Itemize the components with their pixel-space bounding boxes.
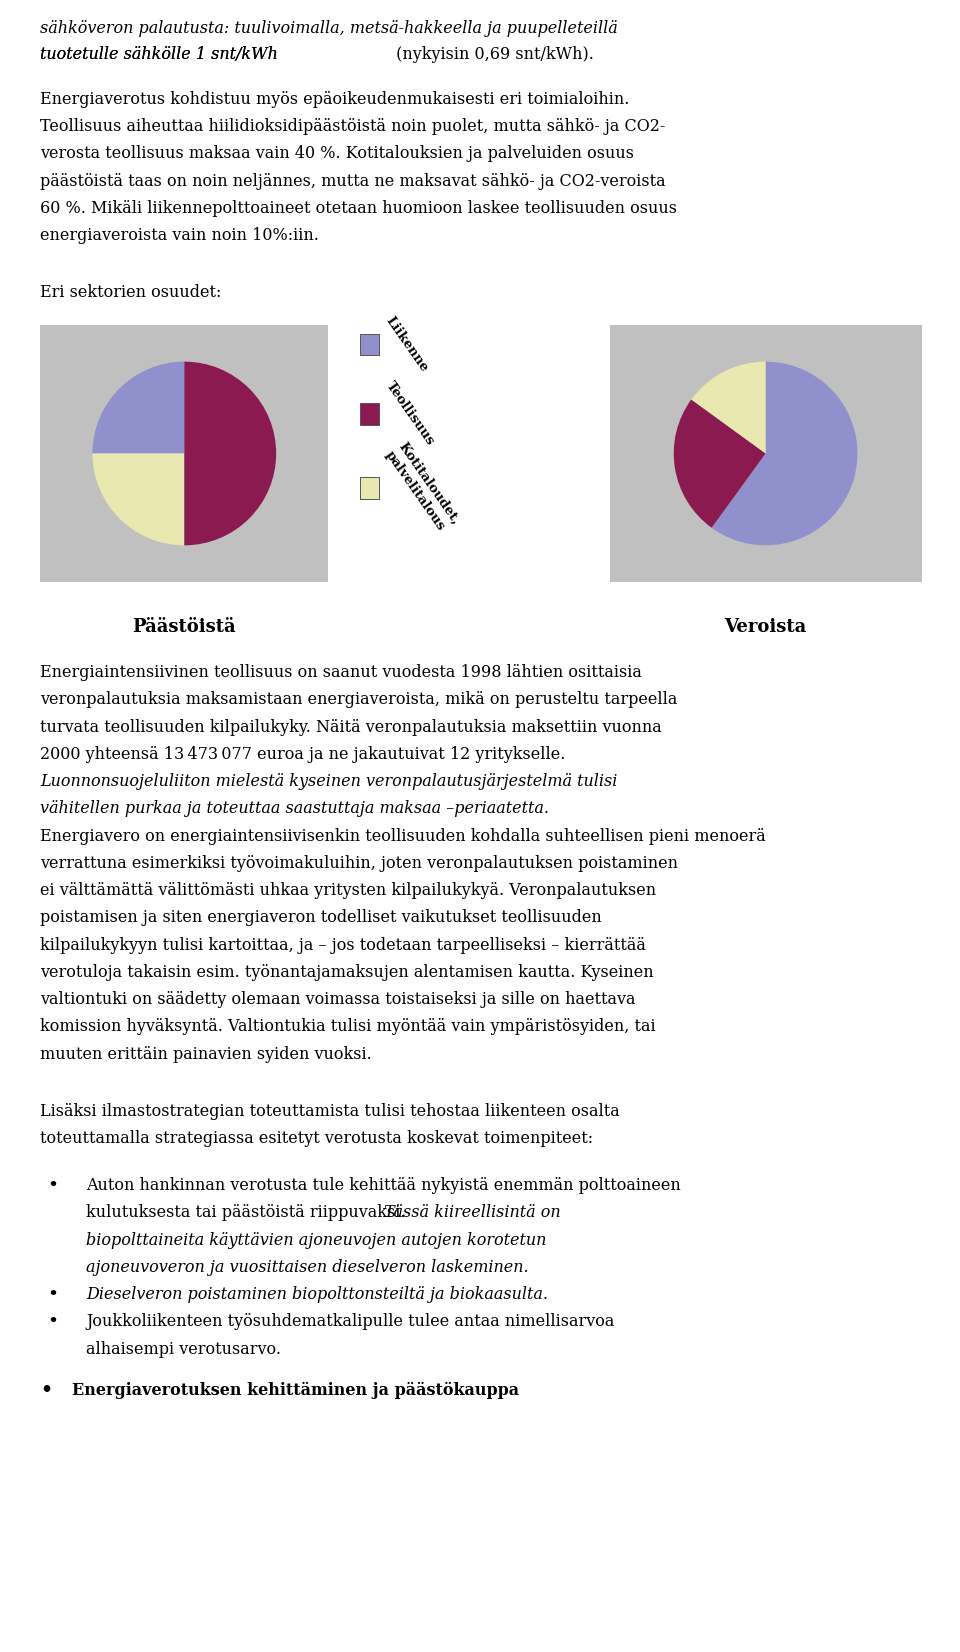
Text: Energiaverotus kohdistuu myös epäoikeudenmukaisesti eri toimialoihin.: Energiaverotus kohdistuu myös epäoikeude… [40,91,630,107]
Text: Lisäksi ilmastostrategian toteuttamista tulisi tehostaa liikenteen osalta: Lisäksi ilmastostrategian toteuttamista … [40,1104,620,1120]
Text: verosta teollisuus maksaa vain 40 %. Kotitalouksien ja palveluiden osuus: verosta teollisuus maksaa vain 40 %. Kot… [40,145,635,162]
Text: tuotetulle sähkölle 1 snt/kWh: tuotetulle sähkölle 1 snt/kWh [40,46,278,63]
Text: •: • [47,1313,59,1332]
Text: tuotetulle sähkölle 1 snt/kWh: tuotetulle sähkölle 1 snt/kWh [40,46,278,63]
Text: (nykyisin 0,69 snt/kWh).: (nykyisin 0,69 snt/kWh). [391,46,593,63]
Text: kilpailukykyyn tulisi kartoittaa, ja – jos todetaan tarpeelliseksi – kierrättää: kilpailukykyyn tulisi kartoittaa, ja – j… [40,937,646,953]
Text: ajoneuvoveron ja vuosittaisen dieselveron laskeminen.: ajoneuvoveron ja vuosittaisen dieselvero… [86,1259,529,1275]
Text: Teollisuus aiheuttaa hiilidioksidipäästöistä noin puolet, mutta sähkö- ja CO2-: Teollisuus aiheuttaa hiilidioksidipäästö… [40,117,665,135]
Text: verrattuna esimerkiksi työvoimakuluihin, joten veronpalautuksen poistaminen: verrattuna esimerkiksi työvoimakuluihin,… [40,856,679,872]
Text: sähköveron palautusta: tuulivoimalla, metsä-hakkeella ja puupelleteillä: sähköveron palautusta: tuulivoimalla, me… [40,20,618,36]
Text: Tässä kiireellisintä on: Tässä kiireellisintä on [379,1204,561,1221]
Text: Energiaverotuksen kehittäminen ja päästökauppa: Energiaverotuksen kehittäminen ja päästö… [72,1381,519,1399]
Text: Dieselveron poistaminen biopolttonsteiltä ja biokaasulta.: Dieselveron poistaminen biopolttonsteilt… [86,1287,548,1303]
Text: Teollisuus: Teollisuus [383,380,437,448]
Text: Energiavero on energiaintensiivisenkin teollisuuden kohdalla suhteellisen pieni : Energiavero on energiaintensiivisenkin t… [40,828,766,844]
Wedge shape [92,454,184,545]
Text: Luonnonsuojeluliiton mielestä kyseinen veronpalautusjärjestelmä tulisi: Luonnonsuojeluliiton mielestä kyseinen v… [40,773,617,790]
Wedge shape [674,400,766,527]
Wedge shape [92,362,184,454]
Text: •: • [40,1381,53,1399]
Wedge shape [711,362,857,545]
Text: muuten erittäin painavien syiden vuoksi.: muuten erittäin painavien syiden vuoksi. [40,1046,372,1062]
Text: •: • [47,1287,59,1303]
Text: ei välttämättä välittömästi uhkaa yritysten kilpailukykyä. Veronpalautuksen: ei välttämättä välittömästi uhkaa yritys… [40,882,657,899]
Text: kulutuksesta tai päästöistä riippuvaksi.: kulutuksesta tai päästöistä riippuvaksi. [86,1204,406,1221]
Text: vähitellen purkaa ja toteuttaa saastuttaja maksaa –periaatetta.: vähitellen purkaa ja toteuttaa saastutta… [40,800,549,818]
Text: Joukkoliikenteen työsuhdematkalipulle tulee antaa nimellisarvoa: Joukkoliikenteen työsuhdematkalipulle tu… [86,1313,614,1330]
Text: Energiaintensiivinen teollisuus on saanut vuodesta 1998 lähtien osittaisia: Energiaintensiivinen teollisuus on saanu… [40,664,642,681]
Text: 60 %. Mikäli liikennepolttoaineet otetaan huomioon laskee teollisuuden osuus: 60 %. Mikäli liikennepolttoaineet otetaa… [40,200,678,216]
Text: energiaveroista vain noin 10%:iin.: energiaveroista vain noin 10%:iin. [40,228,319,244]
Text: alhaisempi verotusarvo.: alhaisempi verotusarvo. [86,1341,281,1358]
Text: päästöistä taas on noin neljännes, mutta ne maksavat sähkö- ja CO2-veroista: päästöistä taas on noin neljännes, mutta… [40,172,666,190]
Text: 2000 yhteensä 13 473 077 euroa ja ne jakautuivat 12 yritykselle.: 2000 yhteensä 13 473 077 euroa ja ne jak… [40,747,565,763]
Text: komission hyväksyntä. Valtiontukia tulisi myöntää vain ympäristösyiden, tai: komission hyväksyntä. Valtiontukia tulis… [40,1018,656,1036]
Text: •: • [47,1178,59,1194]
Text: Eri sektorien osuudet:: Eri sektorien osuudet: [40,284,222,301]
Text: poistamisen ja siten energiaveron todelliset vaikutukset teollisuuden: poistamisen ja siten energiaveron todell… [40,909,602,927]
Text: biopolttaineita käyttävien ajoneuvojen autojen korotetun: biopolttaineita käyttävien ajoneuvojen a… [86,1232,547,1249]
Text: Kotitaloudet,
palvelitalous: Kotitaloudet, palvelitalous [383,441,462,535]
Wedge shape [184,362,276,545]
Text: Päästöistä: Päästöistä [132,618,236,636]
Text: turvata teollisuuden kilpailukyky. Näitä veronpalautuksia maksettiin vuonna: turvata teollisuuden kilpailukyky. Näitä… [40,719,662,735]
Wedge shape [691,362,766,454]
Text: Liikenne: Liikenne [383,314,431,375]
Text: veronpalautuksia maksamistaan energiaveroista, mikä on perusteltu tarpeella: veronpalautuksia maksamistaan energiaver… [40,692,678,709]
Text: Auton hankinnan verotusta tule kehittää nykyistä enemmän polttoaineen: Auton hankinnan verotusta tule kehittää … [86,1178,682,1194]
Text: toteuttamalla strategiassa esitetyt verotusta koskevat toimenpiteet:: toteuttamalla strategiassa esitetyt vero… [40,1130,593,1146]
Text: verotuloja takaisin esim. työnantajamaksujen alentamisen kautta. Kyseinen: verotuloja takaisin esim. työnantajamaks… [40,963,654,981]
Text: Veroista: Veroista [725,618,806,636]
Text: valtiontuki on säädetty olemaan voimassa toistaiseksi ja sille on haettava: valtiontuki on säädetty olemaan voimassa… [40,991,636,1008]
